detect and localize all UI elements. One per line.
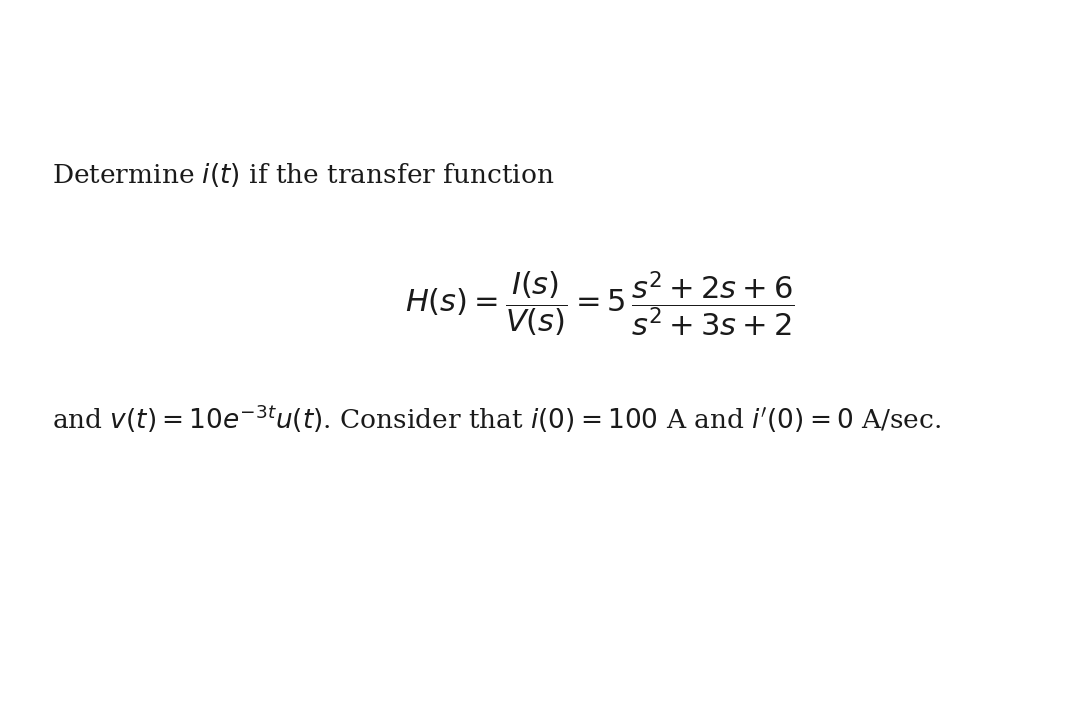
Text: Determine $i(t)$ if the transfer function: Determine $i(t)$ if the transfer functio… xyxy=(52,161,554,190)
Text: and $v(t){=}10e^{-3t}u(t)$. Consider that $i(0){=}100$ A and $i'(0){=}0$ A/sec.: and $v(t){=}10e^{-3t}u(t)$. Consider tha… xyxy=(52,402,941,435)
Text: $H(s) = \dfrac{I(s)}{V(s)} = 5\,\dfrac{s^2 + 2s + 6}{s^2 + 3s + 2}$: $H(s) = \dfrac{I(s)}{V(s)} = 5\,\dfrac{s… xyxy=(405,270,794,339)
